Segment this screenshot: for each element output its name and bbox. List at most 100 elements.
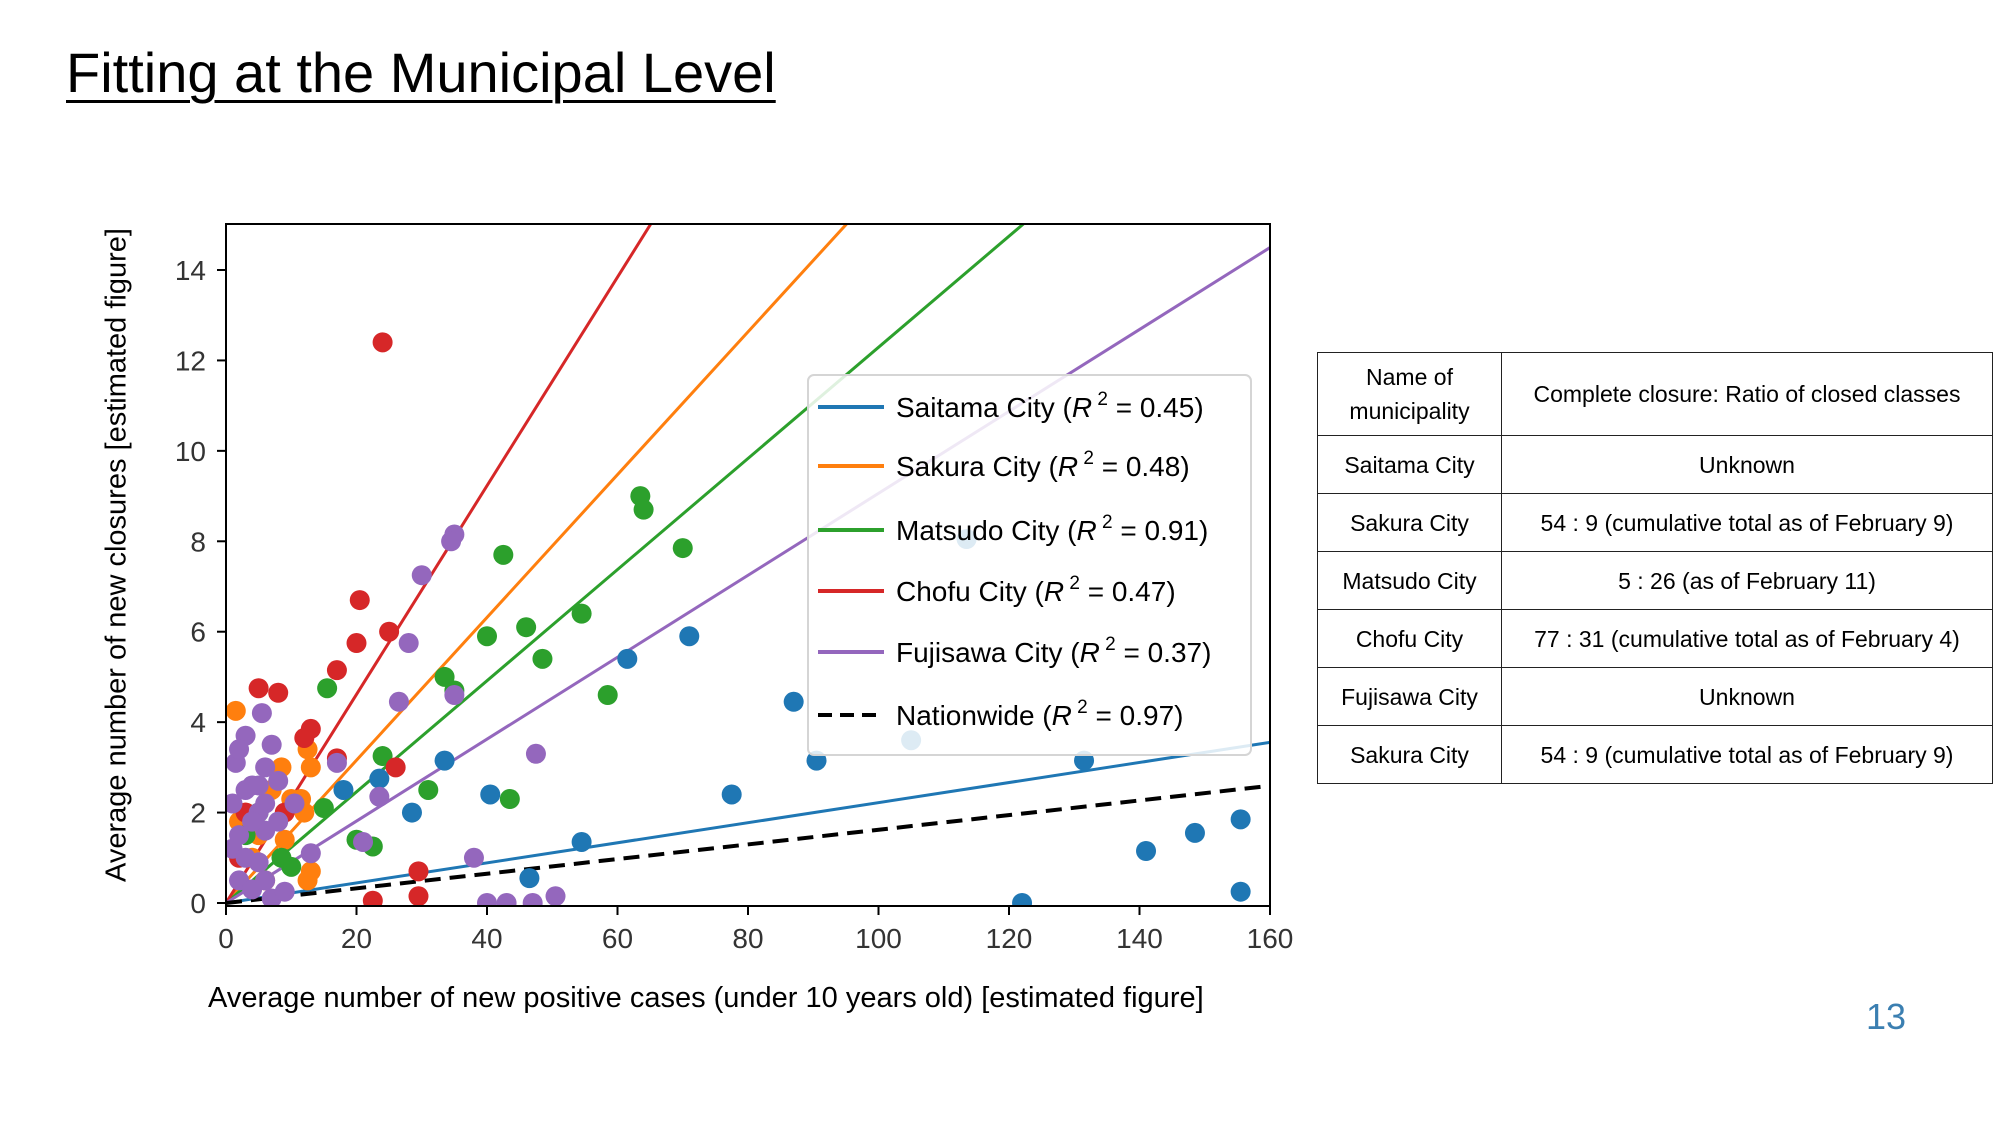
point-matsudo-city	[571, 603, 592, 624]
table-cell: Matsudo City	[1317, 551, 1502, 610]
legend-label-sakura-city: Sakura City (R 2 = 0.48)	[896, 448, 1190, 482]
x-tick-label: 120	[986, 923, 1033, 954]
table-cell: 54 : 9 (cumulative total as of February …	[1501, 725, 1993, 784]
point-matsudo-city	[532, 648, 553, 669]
point-fujisawa-city	[300, 843, 321, 864]
point-fujisawa-city	[441, 531, 462, 552]
point-chofu-city	[349, 590, 370, 611]
point-saitama-city	[783, 691, 804, 712]
legend-label-matsudo-city: Matsudo City (R 2 = 0.91)	[896, 512, 1208, 546]
fit-line-chofu-city	[226, 224, 653, 904]
point-chofu-city	[248, 678, 269, 699]
point-saitama-city	[1012, 893, 1033, 906]
y-tick-label: 10	[175, 436, 206, 467]
point-saitama-city	[333, 779, 354, 800]
y-tick-label: 6	[190, 617, 206, 648]
point-matsudo-city	[516, 617, 537, 638]
point-matsudo-city	[493, 544, 514, 565]
legend-box	[807, 374, 1252, 756]
point-chofu-city	[268, 682, 289, 703]
point-fujisawa-city	[248, 775, 269, 796]
table-row: Saitama City Unknown	[1317, 435, 1993, 494]
point-chofu-city	[385, 757, 406, 778]
x-axis-label: Average number of new positive cases (un…	[208, 982, 1204, 1014]
point-fujisawa-city	[411, 565, 432, 586]
y-tick-label: 0	[190, 888, 206, 919]
table-row: Sakura City 54 : 9 (cumulative total as …	[1317, 493, 1993, 552]
point-fujisawa-city	[496, 893, 517, 906]
point-fujisawa-city	[251, 703, 272, 724]
closure-ratio-table: Name of municipality Complete closure: R…	[1317, 352, 1993, 784]
point-fujisawa-city	[226, 793, 243, 814]
y-tick-label: 4	[190, 707, 206, 738]
table-cell: Saitama City	[1317, 435, 1502, 494]
legend: Saitama City (R 2 = 0.45) Sakura City (R …	[807, 374, 1252, 756]
fit-line-matsudo-city	[226, 224, 1026, 905]
point-saitama-city	[679, 626, 700, 647]
y-tick-label: 2	[190, 798, 206, 829]
table-cell: Unknown	[1501, 667, 1993, 726]
point-sakura-city	[226, 700, 246, 721]
point-saitama-city	[1184, 822, 1205, 843]
point-sakura-city	[274, 829, 295, 850]
x-tick-label: 80	[732, 923, 763, 954]
point-fujisawa-city	[229, 739, 250, 760]
table-row: Matsudo City 5 : 26 (as of February 11)	[1317, 551, 1993, 610]
point-fujisawa-city	[545, 886, 566, 906]
x-tick-label: 60	[602, 923, 633, 954]
fit-line-nationwide	[226, 783, 1270, 905]
point-matsudo-city	[499, 789, 520, 810]
point-matsudo-city	[633, 499, 654, 520]
fit-lines	[226, 224, 1270, 905]
point-matsudo-city	[313, 798, 334, 819]
page-number: 13	[1866, 996, 1907, 1037]
y-tick-label: 12	[175, 345, 206, 376]
table-cell: Chofu City	[1317, 609, 1502, 668]
point-fujisawa-city	[255, 793, 276, 814]
point-chofu-city	[326, 660, 347, 681]
point-fujisawa-city	[268, 770, 289, 791]
y-tick-label: 14	[175, 255, 206, 286]
point-fujisawa-city	[242, 811, 263, 832]
scatter-chart: 0 20 40 60 80 100 120 140 160 0 2 4 6 8 10 12 14 Saitama…	[175, 223, 1293, 954]
point-chofu-city	[294, 727, 315, 748]
point-saitama-city	[1230, 881, 1251, 902]
point-saitama-city	[434, 750, 455, 771]
table-cell: 77 : 31 (cumulative total as of February…	[1501, 609, 1993, 668]
point-matsudo-city	[434, 666, 455, 687]
fit-line-sakura-city	[226, 224, 849, 905]
point-saitama-city	[369, 768, 390, 789]
point-fujisawa-city	[477, 893, 497, 906]
point-saitama-city	[571, 831, 592, 852]
table-cell: 5 : 26 (as of February 11)	[1501, 551, 1993, 610]
point-fujisawa-city	[284, 793, 305, 814]
point-fujisawa-city	[388, 691, 409, 712]
point-sakura-city	[297, 870, 318, 891]
x-tick-label: 100	[855, 923, 902, 954]
point-chofu-city	[362, 890, 383, 906]
point-fujisawa-city	[398, 633, 419, 654]
point-fujisawa-city	[255, 757, 276, 778]
table-header-row: Name of municipality Complete closure: R…	[1317, 352, 1993, 436]
point-chofu-city	[379, 621, 400, 642]
legend-label-fujisawa-city: Fujisawa City (R 2 = 0.37)	[896, 634, 1211, 668]
point-matsudo-city	[317, 678, 338, 699]
point-fujisawa-city	[274, 881, 295, 902]
point-matsudo-city	[372, 746, 393, 767]
legend-label-saitama-city: Saitama City (R 2 = 0.45)	[896, 389, 1204, 423]
table-cell: 54 : 9 (cumulative total as of February …	[1501, 493, 1993, 552]
point-chofu-city	[346, 633, 367, 654]
table-cell: Sakura City	[1317, 725, 1502, 784]
point-chofu-city	[408, 861, 429, 882]
point-saitama-city	[1136, 841, 1157, 862]
point-chofu-city	[408, 886, 429, 906]
point-saitama-city	[1230, 809, 1251, 830]
point-saitama-city	[401, 802, 422, 823]
point-saitama-city	[617, 648, 638, 669]
point-fujisawa-city	[255, 870, 276, 891]
point-fujisawa-city	[261, 734, 282, 755]
table-cell: Sakura City	[1317, 493, 1502, 552]
fit-line-fujisawa-city	[226, 246, 1270, 905]
x-tick-label: 40	[471, 923, 502, 954]
point-matsudo-city	[672, 538, 693, 559]
